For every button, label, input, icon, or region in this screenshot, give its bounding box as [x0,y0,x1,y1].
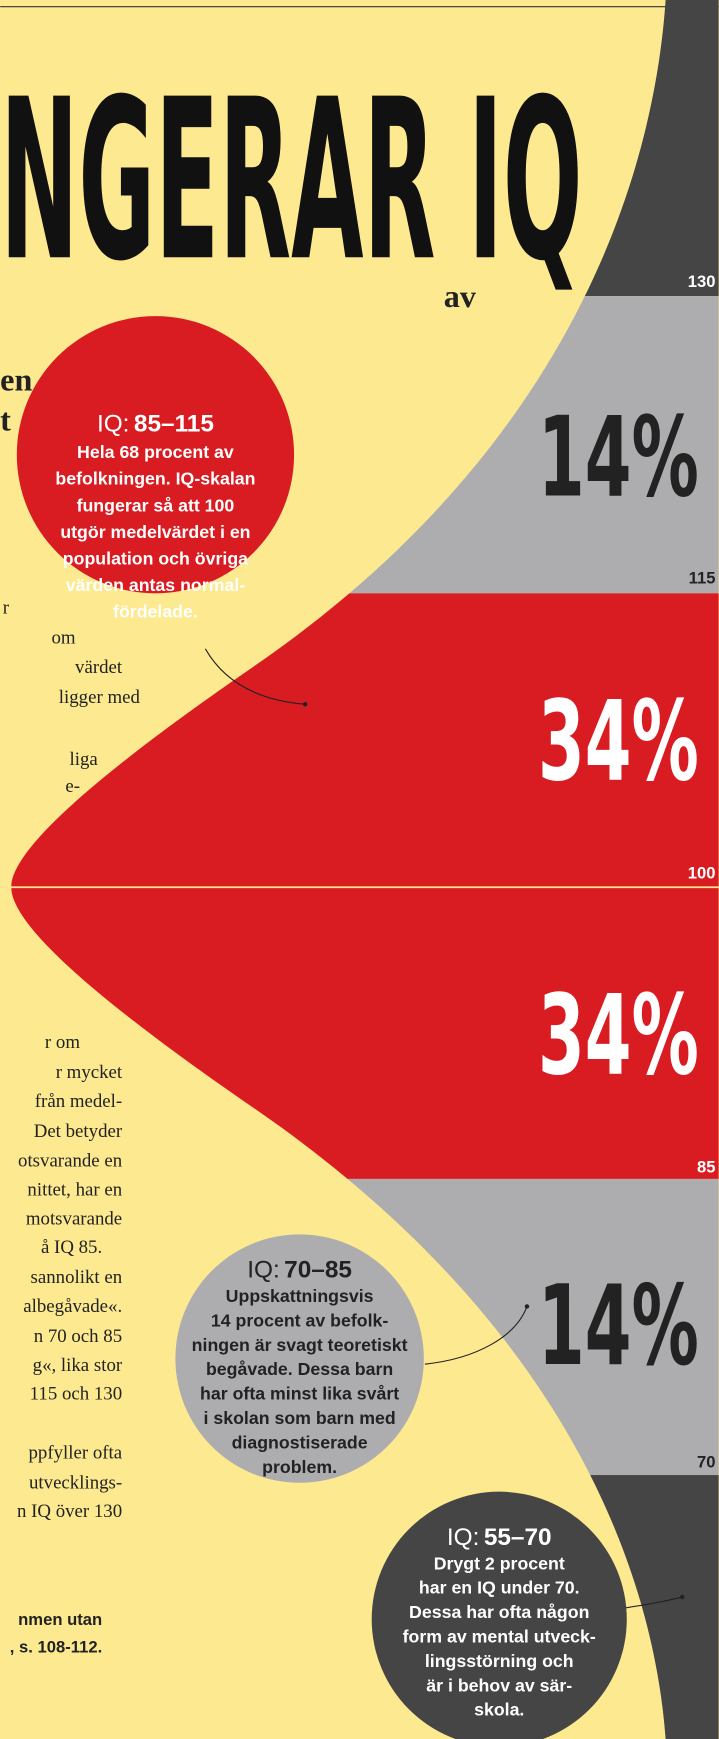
bubble-heading: IQ: 55–70 [447,1524,552,1551]
body-text: å IQ 85. [41,1237,102,1258]
bubble-text: värden antas normal- [66,575,245,595]
bubble-text: utgör medelvärdet i en [60,522,250,542]
bubble-bg [371,1491,627,1739]
body-text: ligger med [59,687,141,708]
bubble-bg [175,1234,424,1483]
source: , s. 108-112. [10,1637,102,1656]
bubble-text: Dessa har ofta någon [409,1602,589,1622]
boundary-label: 100 [688,863,716,882]
boundary-label: 70 [697,1452,716,1471]
body-text: n 70 och 85 [34,1326,122,1347]
bubble-range: 55–70 [484,1524,552,1551]
bubble-range: 70–85 [284,1257,352,1284]
bubble-text: i skolan som barn med [204,1408,396,1428]
bubble-text: ningen är svagt teoretiskt [192,1335,408,1355]
body-text: ppfyller ofta [28,1442,122,1463]
body-text: utvecklings- [29,1472,122,1493]
band-percent: 34% [538,972,699,1101]
bubble-text: fördelade. [113,602,198,622]
boundary-label: 130 [688,272,716,291]
body-text: 115 och 130 [30,1384,122,1405]
bubble-text: population och övriga [63,549,248,569]
bubble-text: lingsstörning och [425,1651,574,1671]
body-text: liga [69,749,98,770]
body-text: n IQ över 130 [17,1501,122,1522]
boundary-label: 115 [689,568,716,587]
bubble-text: Hela 68 procent av [77,442,234,462]
bubble-text: är i behov av sär- [426,1675,572,1695]
band-percent: 14% [538,1262,699,1391]
band-percent: 34% [538,678,699,807]
body-text: nittet, har en [27,1180,122,1201]
source: nmen utan [18,1610,102,1629]
bubble-text: skola. [474,1700,524,1720]
boundary-label: 85 [697,1157,716,1176]
bubble-text: begåvade. Dessa barn [206,1359,393,1379]
bubble-text: form av mental utveck- [403,1627,596,1647]
body-text: Det betyder [34,1121,123,1142]
bubble-bg [16,316,295,594]
bubble-text: har ofta minst lika svårt [200,1384,399,1404]
body-text: om [51,627,75,648]
subtitle: av [444,278,477,314]
bubble-text: fungerar så att 100 [77,495,235,515]
bubble-text: problem. [262,1457,337,1477]
bubble-text: Uppskattningsvis [226,1286,374,1306]
body-text: e- [65,776,80,797]
headline: NGERAR IQ [0,52,582,310]
body-text: r [3,597,10,618]
body-text: motsvarande [26,1208,122,1229]
body-text: värdet [75,657,123,678]
bubble-text: 14 procent av befolk- [211,1310,388,1330]
bubble-range: 85–115 [134,410,214,437]
body-text: från medel- [35,1091,122,1112]
bubble-prefix: IQ: [447,1524,480,1551]
body-text: r mycket [56,1062,123,1083]
bubble-text: Drygt 2 procent [434,1553,565,1573]
bubble-heading: IQ: 85–115 [97,410,214,437]
body-text: sannolikt en [31,1267,123,1288]
body-text: otsvarande en [18,1151,123,1172]
bubble-text: har en IQ under 70. [419,1578,580,1598]
body-text: albegåvade«. [23,1296,122,1317]
subtitle: t [0,401,11,437]
bubble-text: diagnostiserade [232,1432,368,1452]
bubble-prefix: IQ: [247,1257,280,1284]
body-text: r om [45,1032,80,1053]
bubble-prefix: IQ: [97,410,130,437]
bubble-heading: IQ: 70–85 [247,1257,352,1284]
subtitle: en [0,361,32,397]
body-text: g«, lika stor [33,1355,123,1376]
band-percent: 14% [538,394,699,523]
bubble-text: befolkningen. IQ-skalan [55,469,255,489]
